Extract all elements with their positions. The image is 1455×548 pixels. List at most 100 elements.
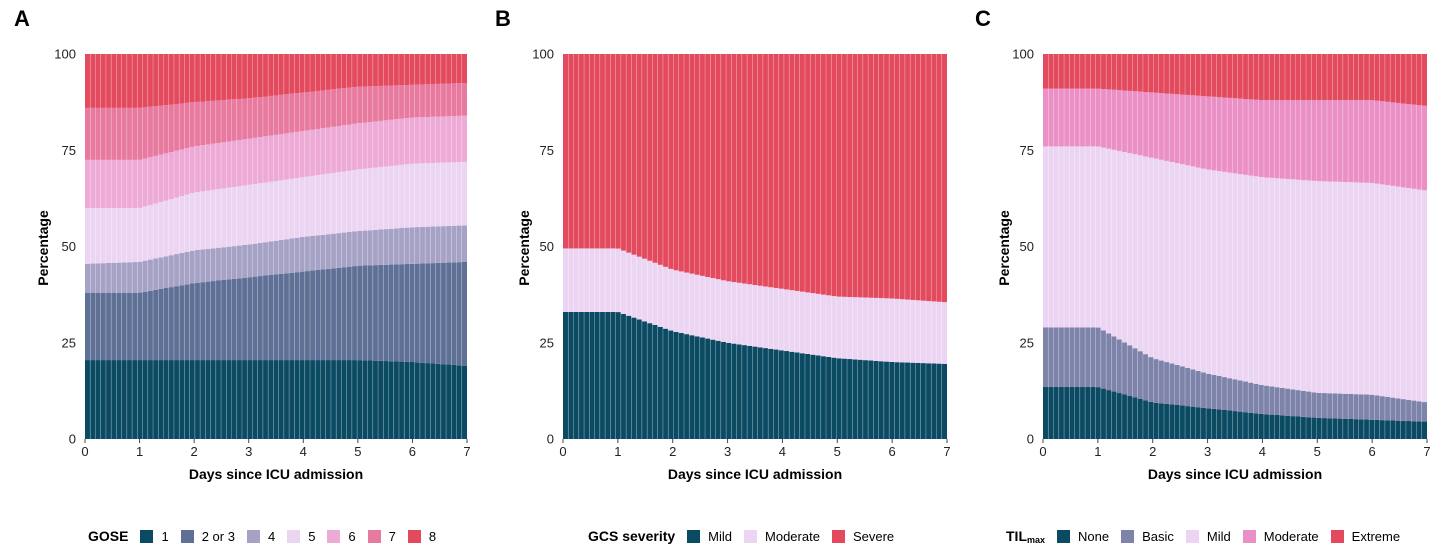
bar-segment-extreme [1053,54,1059,89]
bar-segment-severe [831,54,837,297]
bar-segment-2-or-3 [414,263,420,363]
bar-segment-severe [857,54,863,298]
bar-segment-extreme [1269,54,1275,101]
bar-segment-basic [1100,330,1107,389]
legend: TILmax None Basic Mild Moderate Extreme [1006,528,1412,545]
bar-segment-1 [409,361,415,439]
bar-segment-7 [351,87,358,124]
bar-segment-2-or-3 [367,265,373,361]
bar-segment-8 [252,54,258,98]
bar-segment-mild [1106,148,1112,334]
bar-segment-moderate [741,283,748,346]
bar-segment-moderate [1211,96,1217,171]
bar-segment-4 [372,229,379,266]
bar-segment-mild [1179,164,1186,367]
bar-segment-2-or-3 [451,262,457,365]
bar-segment-6 [456,115,462,163]
chart-c-plot: 0 25 50 75 100 0 1 2 3 4 5 6 7 [1012,47,1430,460]
bar-segment-severe [836,54,842,297]
bar-segment-5 [430,163,436,227]
bar-segment-extreme [1374,54,1380,101]
bar-segment-8 [320,54,326,91]
bar-segment-basic [1311,392,1317,418]
bar-segment-severe [804,54,811,293]
bar-segment-5 [283,179,290,240]
bar-segment-moderate [626,252,632,316]
bar-segment-mild [773,349,779,439]
bar-segment-mild [720,341,727,439]
bar-segment-4 [346,232,352,267]
bar-segment-extreme [1169,54,1175,94]
bar-segment-mild [1363,182,1370,395]
bar-segment-basic [1153,359,1159,403]
bar-segment-moderate [584,248,590,312]
bar-segment-extreme [1085,54,1091,89]
bar-segment-1 [205,360,211,439]
bar-segment-6 [425,116,431,164]
bar-segment-mild [1153,158,1159,360]
bar-segment-1 [163,360,169,439]
bar-segment-7 [273,95,279,135]
bar-segment-moderate [1395,102,1401,187]
bar-segment-5 [451,162,457,226]
y-tick-label: 75 [62,143,76,158]
bar-segment-none [1316,417,1322,439]
bar-segment-2-or-3 [461,261,467,366]
bar-segment-6 [184,148,190,195]
bar-segment-8 [215,54,222,101]
bar-segment-severe [741,54,748,284]
bar-segment-8 [153,54,159,107]
bar-segment-mild [1095,146,1101,328]
bar-segment-none [1148,401,1154,439]
bar-segment-8 [121,54,127,108]
bar-segment-mild [1269,177,1275,387]
bar-segment-8 [273,54,279,96]
bar-segment-2-or-3 [205,281,211,361]
bar-segment-5 [90,208,96,264]
bar-segment-5 [221,188,227,248]
bar-segment-4 [425,226,431,264]
bar-segment-extreme [1311,54,1317,101]
bar-segment-mild [826,356,832,439]
bar-segment-moderate [1290,100,1296,180]
bar-segment-moderate [568,248,574,312]
bar-segment-7 [346,87,352,125]
bar-segment-7 [132,107,138,160]
bar-segment-5 [142,206,148,261]
bar-segment-extreme [1295,54,1301,101]
bar-segment-5 [351,169,358,232]
x-tick-label: 3 [724,444,731,459]
bar-segment-7 [137,107,143,160]
bar-segment-2-or-3 [304,271,311,361]
bar-segment-mild [1248,175,1254,383]
bar-segment-none [1248,412,1254,439]
legend-swatch [407,530,421,543]
bar-segment-8 [173,54,180,104]
bar-segment-moderate [873,297,879,361]
bar-segment-moderate [831,296,837,358]
bar-segment-moderate [1411,104,1417,189]
bar-segment-moderate [883,298,890,362]
bar-segment-7 [357,86,363,124]
bar-segment-moderate [868,297,874,361]
bar-segment-1 [325,360,331,439]
bar-segment-none [1190,406,1196,439]
bar-segment-extreme [1179,54,1186,95]
bar-segment-severe [673,54,679,271]
bar-segment-moderate [1358,100,1364,183]
bar-segment-8 [221,54,227,101]
bar-segment-5 [257,183,263,243]
bar-segment-mild [1227,172,1233,379]
bar-segment-6 [283,133,290,180]
bar-segment-severe [847,54,853,297]
bar-segment-none [1390,420,1396,439]
bar-segment-7 [383,85,389,121]
y-tick-label: 50 [1020,239,1034,254]
bar-segment-mild [857,359,863,439]
bar-segment-mild [1216,171,1222,376]
bar-segment-8 [461,54,467,83]
bar-segment-none [1384,420,1391,439]
bar-segment-8 [241,54,248,99]
bar-segment-1 [383,361,389,439]
bar-segment-1 [200,360,206,439]
